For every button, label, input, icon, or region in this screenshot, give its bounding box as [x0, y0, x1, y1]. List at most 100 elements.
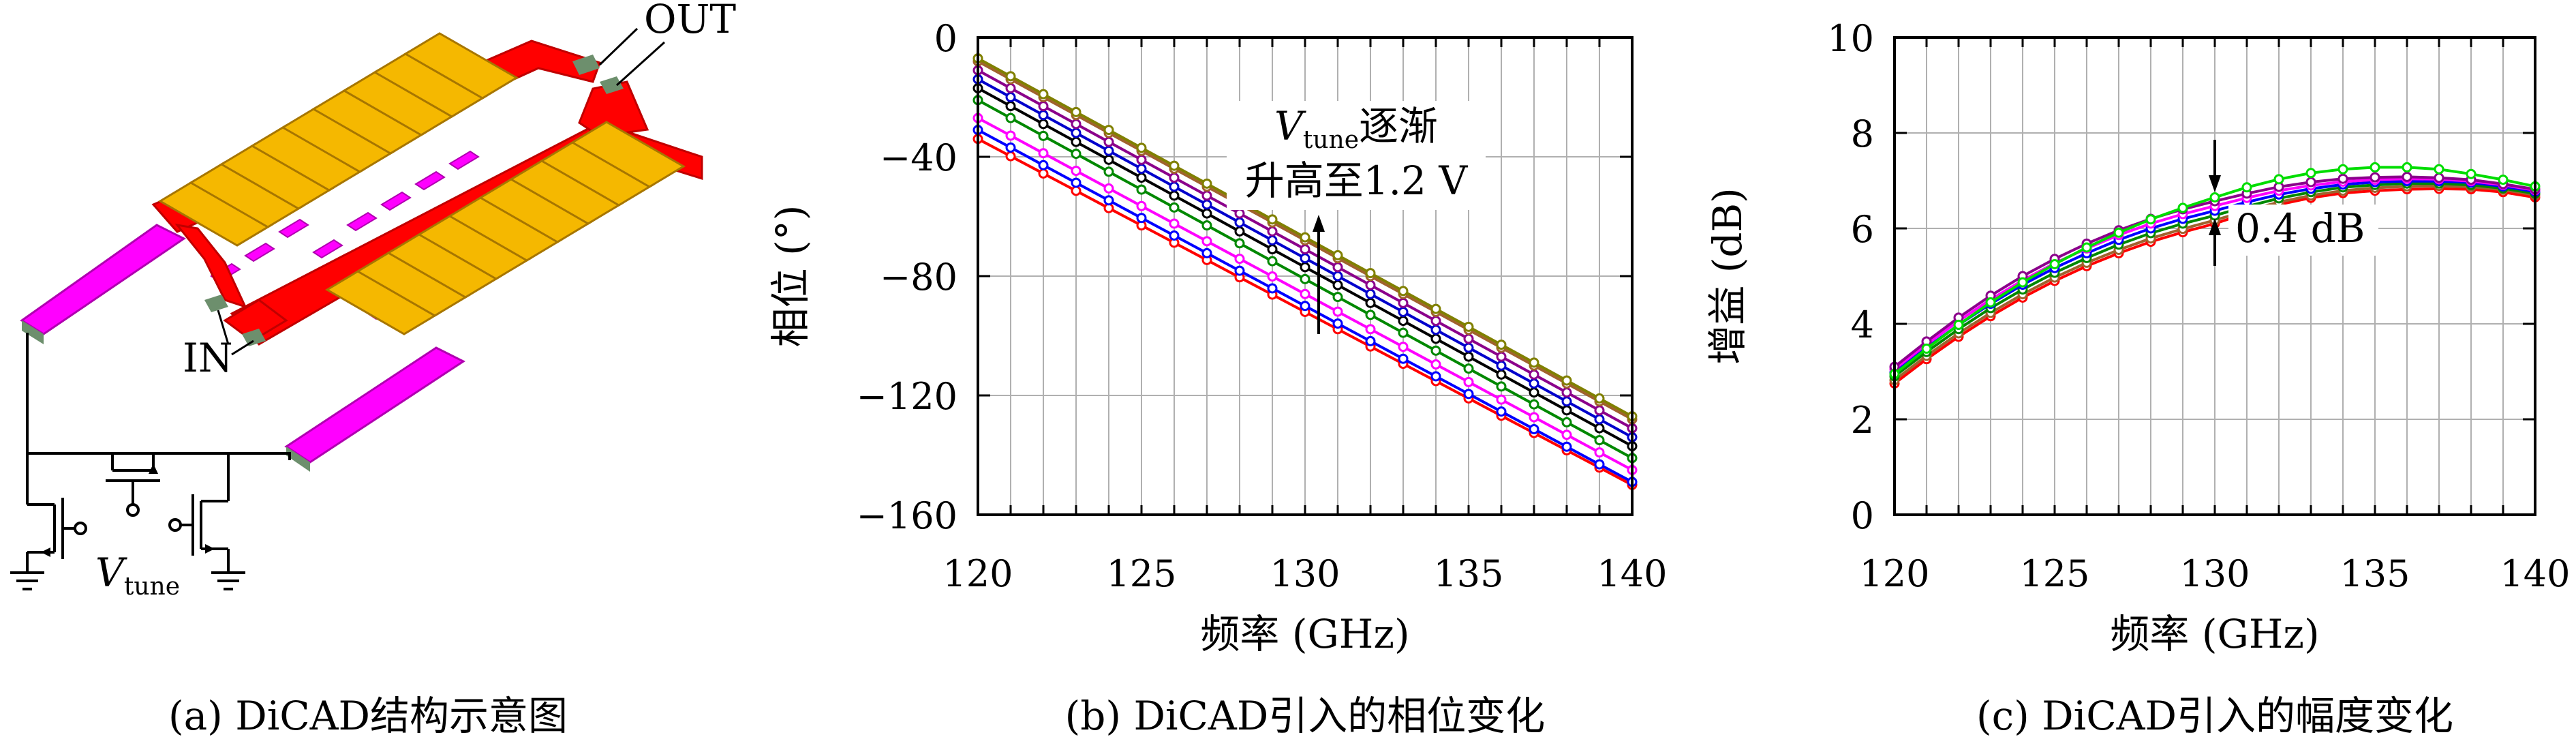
- panel-b-series-point: [1594, 414, 1605, 425]
- panel-b-series-point: [1300, 262, 1310, 273]
- panel-c-y-tick: 10: [1827, 17, 1874, 60]
- left-stripline: [20, 224, 186, 335]
- panel-b-series-point: [1267, 244, 1278, 255]
- panel-c-chart: 0 2 4 6 8 10 120 125 130 135 140 频率 (GHz…: [1704, 17, 2571, 739]
- panel-c-x-axis-label: 频率 (GHz): [2110, 611, 2319, 657]
- panel-b-series-point: [1365, 297, 1376, 308]
- panel-b-series-point: [1136, 172, 1147, 183]
- panel-b-series-point: [1332, 262, 1343, 273]
- panel-b-series-point: [1103, 166, 1114, 177]
- panel-b-series-point: [1071, 177, 1082, 188]
- panel-b-series-point: [1463, 389, 1474, 400]
- panel-b-series-point: [1561, 441, 1572, 452]
- panel-b-annotation-box: [1227, 101, 1486, 210]
- panel-c-x-tick: 125: [2019, 552, 2089, 595]
- panel-b-series-point: [1169, 172, 1180, 183]
- panel-c-series-point: [2370, 172, 2380, 183]
- panel-b-series-point: [1430, 316, 1441, 327]
- panel-b-series-point: [1169, 218, 1180, 229]
- panel-c-arrow-upper-head: [2209, 175, 2221, 192]
- panel-b-y-tick: 0: [934, 17, 957, 60]
- panel-b-series-point: [1267, 214, 1278, 225]
- out-port-pad: [572, 55, 600, 75]
- panel-b-series-point: [1234, 217, 1245, 228]
- panel-c-series-point: [2113, 227, 2124, 238]
- panel-b-series-point: [1594, 405, 1605, 416]
- panel-b-series-point: [1071, 106, 1082, 117]
- panel-c-annotation: 0.4 dB: [2235, 205, 2365, 252]
- panel-c-series-point: [2466, 168, 2477, 179]
- panel-b-series-point: [1332, 292, 1343, 303]
- panel-b-series-point: [1071, 136, 1082, 147]
- panel-b-series-point: [1529, 369, 1539, 380]
- panel-b-series-point: [1496, 394, 1507, 405]
- panel-b-series-point: [1332, 271, 1343, 282]
- panel-b-series-point: [1005, 92, 1016, 102]
- panel-b-series-point: [1430, 371, 1441, 382]
- panel-b-series-point: [1365, 310, 1376, 320]
- panel-b-series-point: [1529, 423, 1539, 434]
- panel-b-series-point: [1201, 208, 1212, 219]
- panel-c-series-point: [2498, 175, 2509, 185]
- out-label: OUT: [644, 0, 736, 42]
- panel-b-x-tick: 135: [1433, 552, 1503, 595]
- panel-b-series-point: [1398, 342, 1409, 352]
- panel-b-series-point: [1201, 236, 1212, 247]
- panel-b-series-point: [1430, 325, 1441, 335]
- panel-b-series-point: [1103, 154, 1114, 165]
- panel-b-series-point: [1594, 459, 1605, 470]
- out-leader-2: [615, 41, 666, 87]
- panel-c-series-point: [2337, 164, 2348, 175]
- panel-b-y-tick: −160: [857, 494, 957, 537]
- panel-b-series-point: [1267, 283, 1278, 294]
- panel-b-series-point: [1300, 244, 1310, 255]
- panel-b-series-point: [1332, 318, 1343, 329]
- panel-b-x-tick: 130: [1270, 552, 1340, 595]
- in-leader: [217, 310, 230, 345]
- panel-c-series-point: [2434, 164, 2444, 175]
- panel-c-x-tick: 130: [2179, 552, 2250, 595]
- panel-c-caption: (c) DiCAD引入的幅度变化: [1976, 693, 2453, 739]
- panel-c-series-point: [1953, 319, 1964, 330]
- panel-b-series-point: [1365, 268, 1376, 279]
- panel-b-series-point: [1103, 183, 1114, 194]
- panel-c-series-point: [2241, 182, 2252, 193]
- panel-b-series-point: [1267, 271, 1278, 282]
- panel-b-series-point: [1561, 430, 1572, 440]
- panel-b-series-point: [1430, 333, 1441, 344]
- panel-b-series-point: [1561, 417, 1572, 427]
- panel-b-y-axis-label: 相位 (°): [767, 205, 814, 348]
- panel-b-series-point: [1300, 288, 1310, 299]
- panel-b-series-point: [1169, 181, 1180, 192]
- panel-b-series-point: [1005, 101, 1016, 112]
- tuning-arrows: [41, 464, 215, 557]
- panel-b-series-point: [1496, 340, 1507, 350]
- panel-b-series-point: [1169, 230, 1180, 241]
- panel-b-series-point: [1038, 119, 1049, 130]
- panel-c-series: [1889, 162, 2541, 389]
- panel-b-series-point: [1529, 399, 1539, 410]
- panel-c-x-tick: 120: [1859, 552, 1929, 595]
- panel-c-series-point: [2337, 173, 2348, 184]
- panel-b-series-point: [1234, 265, 1245, 276]
- panel-b-series-point: [1463, 351, 1474, 362]
- right-stripline: [284, 346, 465, 464]
- panel-b-series-point: [1594, 393, 1605, 404]
- panel-b-series-point: [1430, 303, 1441, 314]
- panel-b-series-point: [1300, 273, 1310, 284]
- panel-b-series-point: [1005, 142, 1016, 153]
- panel-b-series-point: [1136, 142, 1147, 153]
- panel-c-series-point: [2402, 171, 2412, 182]
- panel-c-arrow-lower-head: [2209, 218, 2221, 235]
- panel-b-series-point: [1529, 387, 1539, 398]
- panel-b-series-point: [1267, 235, 1278, 245]
- panel-b-series-point: [1463, 363, 1474, 374]
- panel-c-series-point: [2305, 168, 2316, 179]
- panel-b-series-point: [1201, 178, 1212, 189]
- panel-b-series-point: [1038, 130, 1049, 141]
- panel-b-series-point: [1529, 412, 1539, 423]
- panel-b-series-point: [1201, 199, 1212, 210]
- panel-c-series-point: [2209, 192, 2220, 202]
- panel-b-series-point: [1561, 405, 1572, 416]
